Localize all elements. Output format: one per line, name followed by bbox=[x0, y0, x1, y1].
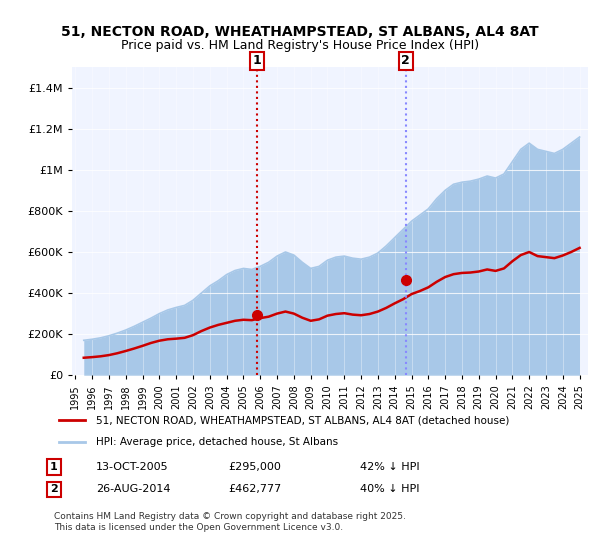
Text: 51, NECTON ROAD, WHEATHAMPSTEAD, ST ALBANS, AL4 8AT: 51, NECTON ROAD, WHEATHAMPSTEAD, ST ALBA… bbox=[61, 25, 539, 39]
Text: 13-OCT-2005: 13-OCT-2005 bbox=[96, 462, 169, 472]
Text: £462,777: £462,777 bbox=[228, 484, 281, 494]
Text: £295,000: £295,000 bbox=[228, 462, 281, 472]
Text: 2: 2 bbox=[50, 484, 58, 494]
Text: 42% ↓ HPI: 42% ↓ HPI bbox=[360, 462, 419, 472]
Text: 26-AUG-2014: 26-AUG-2014 bbox=[96, 484, 170, 494]
Text: 1: 1 bbox=[50, 462, 58, 472]
Text: 2: 2 bbox=[401, 54, 410, 67]
Text: 51, NECTON ROAD, WHEATHAMPSTEAD, ST ALBANS, AL4 8AT (detached house): 51, NECTON ROAD, WHEATHAMPSTEAD, ST ALBA… bbox=[95, 415, 509, 425]
Text: 1: 1 bbox=[253, 54, 261, 67]
Text: Price paid vs. HM Land Registry's House Price Index (HPI): Price paid vs. HM Land Registry's House … bbox=[121, 39, 479, 52]
Text: Contains HM Land Registry data © Crown copyright and database right 2025.
This d: Contains HM Land Registry data © Crown c… bbox=[54, 512, 406, 532]
Text: 40% ↓ HPI: 40% ↓ HPI bbox=[360, 484, 419, 494]
Text: HPI: Average price, detached house, St Albans: HPI: Average price, detached house, St A… bbox=[95, 437, 338, 447]
